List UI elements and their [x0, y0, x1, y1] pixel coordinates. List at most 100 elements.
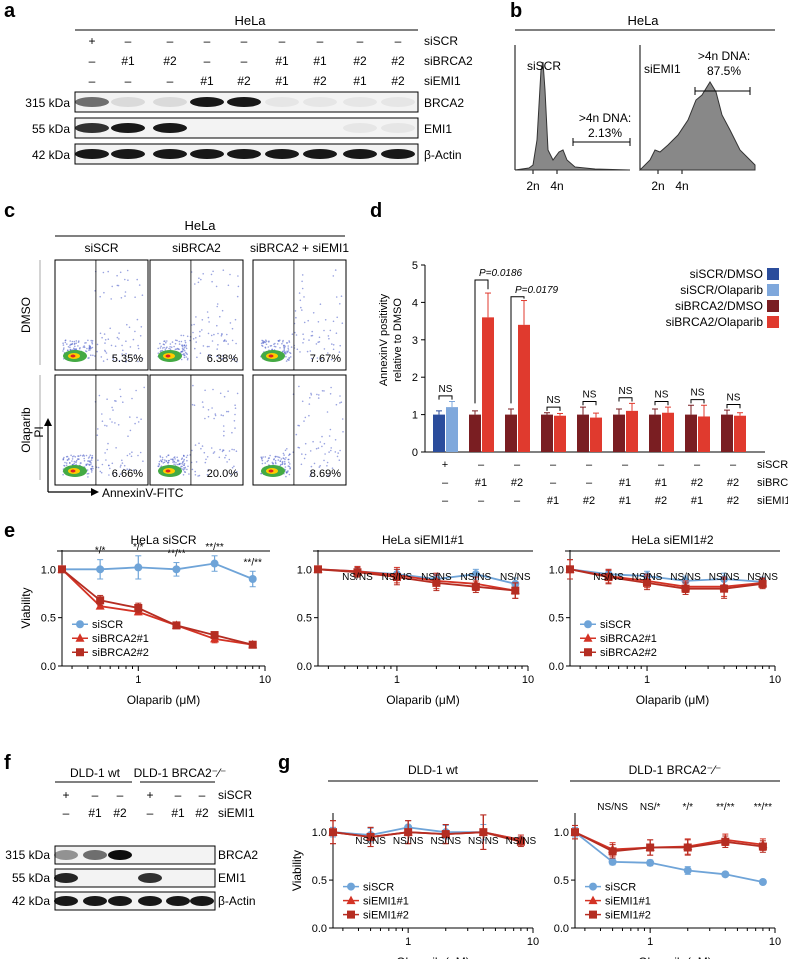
facs-dot — [112, 355, 115, 358]
facs-dot — [115, 359, 118, 362]
facs-dot — [73, 340, 76, 343]
panel-label-d: d — [370, 200, 383, 222]
facs-dot — [83, 455, 86, 457]
facs-dot — [122, 401, 124, 403]
facs-dot — [180, 340, 183, 343]
condition-mark: #2 — [583, 495, 595, 507]
facs-dot — [216, 303, 219, 305]
histogram-name: siSCR — [527, 59, 561, 73]
facs-dot — [279, 347, 281, 349]
facs-dot — [313, 462, 316, 465]
facs-dot — [323, 348, 326, 350]
facs-dot — [127, 435, 129, 437]
condition-mark: #1 — [619, 477, 631, 489]
facs-dot — [206, 345, 209, 348]
data-point — [392, 573, 401, 582]
facs-dot — [173, 345, 175, 348]
data-point — [471, 570, 480, 579]
bar-dmso — [541, 414, 553, 452]
condition-mark: – — [89, 74, 96, 88]
series-line — [332, 831, 522, 843]
facs-dot — [310, 357, 313, 360]
facs-dot — [321, 390, 324, 392]
facs-dot — [308, 339, 310, 341]
condition-mark: #1 — [121, 54, 135, 68]
x-axis-label: Olaparib (μM) — [638, 955, 712, 959]
data-point — [58, 565, 66, 574]
kda-label: 55 kDa — [12, 871, 50, 885]
facs-dot — [102, 360, 105, 362]
facs-dot — [79, 454, 82, 457]
facs-dot — [191, 403, 194, 406]
facs-dot — [121, 459, 123, 462]
facs-dot — [315, 343, 318, 345]
bar-olaparib — [590, 417, 602, 452]
blot-band — [190, 97, 224, 107]
facs-dot — [115, 400, 117, 402]
facs-dot — [235, 342, 237, 345]
facs-dot — [188, 473, 190, 475]
row-label: siEMI1 — [218, 806, 255, 820]
protein-label: EMI1 — [218, 871, 246, 885]
facs-dot — [105, 352, 108, 354]
facs-dot — [175, 462, 177, 464]
facs-dot — [335, 403, 338, 406]
facs-dot — [167, 462, 169, 464]
legend-label: siSCR — [600, 619, 631, 631]
condition-mark: #1 — [275, 54, 289, 68]
data-point — [608, 857, 617, 866]
facs-dot — [86, 469, 89, 471]
facs-dot — [178, 343, 181, 345]
facs-dot — [120, 464, 122, 467]
legend-marker — [589, 910, 597, 919]
row-label: siEMI1 — [424, 74, 461, 88]
facs-dot — [87, 457, 90, 459]
facs-dot — [90, 339, 92, 342]
legend-label: siBRCA2#1 — [600, 633, 657, 645]
facs-dot — [194, 347, 196, 350]
facs-dot — [165, 460, 168, 462]
blot-band — [75, 97, 109, 107]
facs-dot — [195, 341, 197, 343]
group-label: DLD-1 BRCA2⁻⁄⁻ — [134, 766, 227, 780]
blot-band — [75, 123, 109, 133]
blot-band — [83, 896, 107, 906]
facs-dot — [178, 463, 180, 466]
facs-dot — [213, 451, 216, 453]
y-tick-label: 0.5 — [297, 613, 312, 625]
facs-dot — [267, 346, 270, 348]
facs-dot — [216, 305, 218, 308]
facs-dot — [94, 355, 96, 357]
panel-c-flow-cytometry: HeLa siSCR siBRCA2 siBRCA2 + siEMI1 DMSO Olap… — [19, 218, 349, 500]
significance-label: NS/NS — [670, 572, 701, 583]
facs-dot — [139, 451, 142, 454]
facs-dot — [201, 401, 204, 403]
facs-dot — [174, 464, 177, 466]
facs-dot — [186, 454, 189, 457]
facs-dot — [69, 346, 71, 349]
facs-density — [268, 469, 274, 473]
y-axis-label: relative to DMSO — [392, 298, 404, 382]
facs-dot — [63, 347, 65, 349]
facs-dot — [186, 335, 189, 338]
facs-dot — [323, 459, 325, 462]
facs-dot — [112, 409, 114, 411]
facs-dot — [138, 284, 141, 286]
facs-dot — [172, 458, 174, 461]
blot-band — [190, 896, 214, 906]
facs-dot — [194, 444, 197, 446]
significance-label: NS/NS — [430, 836, 461, 847]
facs-dot — [231, 327, 234, 330]
legend-label: siEMI1#2 — [363, 910, 409, 922]
facs-dot — [132, 469, 135, 471]
blot-band — [381, 149, 415, 159]
facs-dot — [83, 345, 85, 347]
facs-dot — [271, 348, 273, 351]
blot-band — [343, 97, 377, 107]
facs-dot — [121, 353, 123, 355]
x-tick-label: 10 — [527, 936, 539, 948]
y-tick-label: 1.0 — [549, 564, 564, 576]
blot-band — [111, 123, 145, 133]
facs-dot — [135, 389, 137, 392]
facs-dot — [225, 454, 227, 457]
